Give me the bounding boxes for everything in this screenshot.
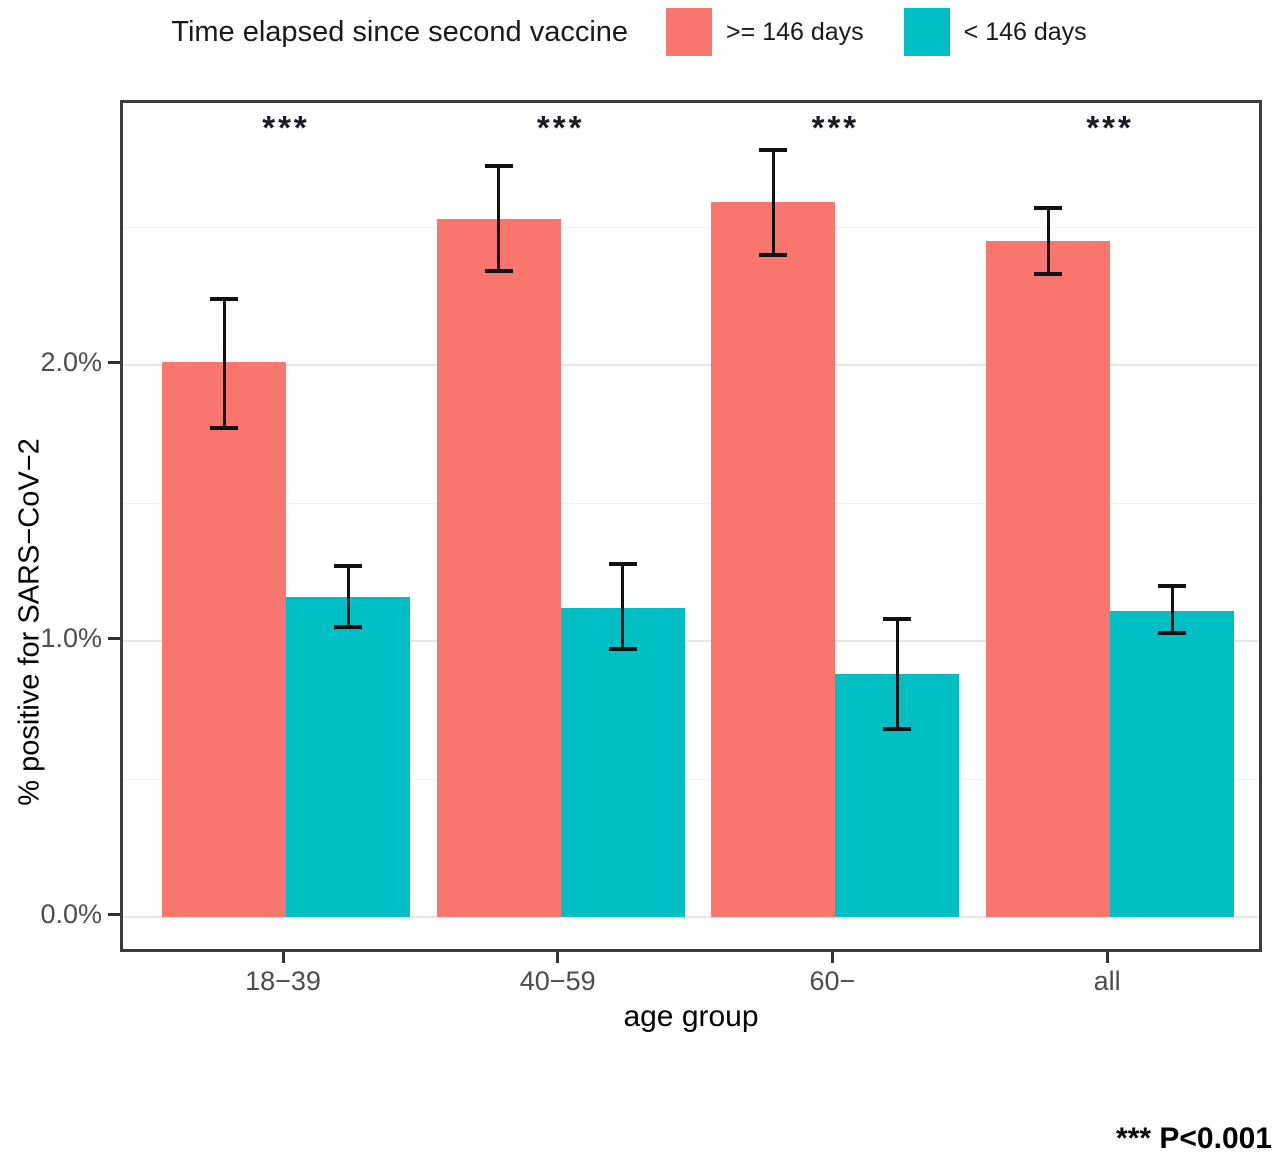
errorbar-cap-top: [334, 564, 362, 569]
gridline-major: [123, 916, 1259, 918]
errorbar-line: [1170, 585, 1174, 633]
x-axis-tick: [830, 952, 834, 963]
y-axis-tick-label: 1.0%: [40, 623, 102, 653]
x-axis-title: age group: [623, 1000, 759, 1033]
errorbar-cap-bottom: [759, 252, 788, 257]
x-axis-tick-label: 18−39: [245, 966, 321, 996]
errorbar-cap-bottom: [210, 426, 238, 431]
y-axis-tick: [108, 912, 120, 916]
significance-stars-all: ***: [1086, 109, 1134, 146]
significance-stars-18−39: ***: [262, 109, 310, 146]
bar-ge146-60−: [711, 202, 836, 917]
y-axis-tick: [108, 636, 120, 640]
gridline-minor: [123, 502, 1259, 504]
legend-item-ge146: >= 146 days: [666, 8, 864, 56]
errorbar-line: [497, 166, 501, 272]
errorbar-cap-bottom: [883, 727, 912, 732]
legend: Time elapsed since second vaccine >= 146…: [0, 0, 1280, 64]
bar-ge146-40−59: [436, 218, 561, 917]
significance-stars-60−: ***: [811, 109, 860, 146]
errorbar-line: [895, 618, 899, 730]
errorbar-cap-top: [484, 164, 513, 169]
errorbar-cap-top: [759, 147, 788, 152]
gridline-minor: [123, 226, 1259, 228]
legend-swatch-lt146-icon: [903, 8, 950, 56]
errorbar-cap-bottom: [1034, 271, 1063, 276]
legend-title: Time elapsed since second vaccine: [171, 15, 629, 48]
legend-label-lt146: < 146 days: [963, 17, 1087, 46]
y-axis-tick: [108, 360, 120, 364]
errorbar-cap-top: [1034, 205, 1063, 210]
significance-footnote: *** P<0.001: [1116, 1122, 1272, 1155]
gridline-major: [123, 364, 1259, 366]
legend-label-ge146: >= 146 days: [726, 17, 864, 46]
bar-lt146-40−59: [560, 607, 685, 917]
x-axis-tick: [556, 952, 560, 963]
errorbar-cap-top: [608, 561, 637, 566]
gridline-minor: [123, 778, 1259, 780]
x-axis-tick: [281, 952, 285, 963]
y-axis-tick-label: 0.0%: [40, 899, 102, 929]
errorbar-cap-bottom: [1158, 630, 1187, 635]
x-axis-tick: [1105, 952, 1109, 963]
gridline-major: [123, 640, 1259, 642]
x-axis-tick-label: 40−59: [519, 966, 596, 996]
errorbar-cap-bottom: [484, 269, 513, 274]
bar-ge146-18−39: [162, 362, 286, 917]
errorbar-line: [1046, 207, 1050, 274]
errorbar-line: [346, 566, 350, 628]
y-axis-tick-label: 2.0%: [40, 347, 102, 377]
legend-swatch-ge146-icon: [666, 8, 713, 56]
x-axis-tick-label: all: [1093, 966, 1121, 996]
errorbar-line: [771, 149, 775, 255]
bar-ge146-all: [986, 240, 1111, 917]
errorbar-line: [621, 563, 625, 650]
errorbar-line: [222, 298, 226, 429]
x-axis-tick-label: 60−: [809, 966, 856, 996]
significance-stars-40−59: ***: [536, 109, 585, 146]
errorbar-cap-top: [883, 616, 912, 621]
errorbar-cap-bottom: [334, 625, 362, 630]
errorbar-cap-top: [210, 296, 238, 301]
bar-lt146-18−39: [286, 596, 410, 917]
y-axis-title: % positive for SARS−CoV−2: [13, 438, 46, 806]
plot-panel: *** *** *** ***: [120, 100, 1262, 952]
bar-lt146-all: [1110, 610, 1235, 917]
errorbar-cap-top: [1158, 583, 1187, 588]
legend-item-lt146: < 146 days: [903, 8, 1087, 56]
errorbar-cap-bottom: [608, 647, 637, 652]
